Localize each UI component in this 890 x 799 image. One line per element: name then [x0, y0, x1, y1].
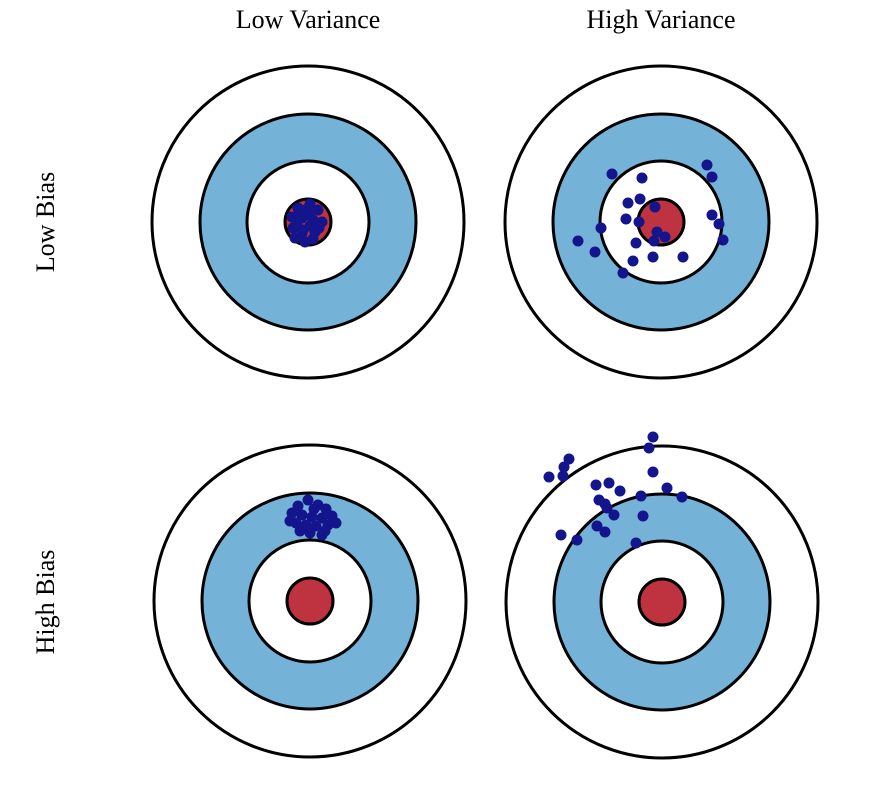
prediction-dot	[284, 515, 296, 527]
prediction-dot	[608, 509, 620, 521]
prediction-dot	[636, 172, 648, 184]
target-low-bias-low-variance	[150, 64, 466, 380]
prediction-dot	[302, 494, 314, 506]
prediction-dot	[603, 477, 615, 489]
prediction-dot	[620, 213, 632, 225]
prediction-dot	[558, 461, 570, 473]
prediction-dot	[555, 529, 567, 541]
prediction-dot	[649, 201, 661, 213]
target-panel-low-bias-low-variance	[138, 52, 478, 392]
prediction-dot	[606, 168, 618, 180]
prediction-dot	[622, 197, 634, 209]
prediction-dot	[312, 204, 324, 216]
prediction-dot	[677, 251, 689, 263]
prediction-dot	[304, 220, 316, 232]
prediction-dot	[301, 203, 313, 215]
prediction-dot	[330, 517, 342, 529]
prediction-dot	[571, 534, 583, 546]
prediction-dot	[647, 431, 659, 443]
prediction-dot	[614, 485, 626, 497]
bullseye	[637, 577, 687, 627]
prediction-dot	[701, 159, 713, 171]
prediction-dot	[590, 479, 602, 491]
prediction-dot	[676, 491, 688, 503]
prediction-dot	[319, 525, 331, 537]
prediction-dot	[706, 209, 718, 221]
prediction-dot	[313, 222, 325, 234]
prediction-dot	[599, 526, 611, 538]
prediction-dot	[635, 490, 647, 502]
prediction-dot	[648, 235, 660, 247]
prediction-dot	[627, 255, 639, 267]
target-panel-high-bias-low-variance	[140, 431, 480, 771]
target-high-bias-high-variance	[504, 431, 820, 760]
prediction-dot	[563, 453, 575, 465]
prediction-dot	[647, 466, 659, 478]
prediction-dot	[591, 520, 603, 532]
prediction-dot	[589, 246, 601, 258]
target-panel-low-bias-high-variance	[491, 52, 831, 392]
column-header-low-variance: Low Variance	[235, 5, 381, 34]
prediction-dot	[304, 527, 316, 539]
row-label-low-bias: Low Bias	[31, 171, 60, 273]
target-panel-high-bias-high-variance	[492, 431, 832, 772]
prediction-dot	[637, 510, 649, 522]
row-label-high-bias: High Bias	[31, 549, 60, 655]
prediction-dot	[291, 217, 303, 229]
prediction-dot	[630, 237, 642, 249]
prediction-dot	[294, 525, 306, 537]
column-header-high-variance: High Variance	[586, 5, 736, 34]
prediction-dot	[307, 233, 319, 245]
target-low-bias-high-variance	[503, 64, 819, 380]
prediction-dot	[717, 234, 729, 246]
prediction-dot	[706, 171, 718, 183]
prediction-dot	[296, 509, 308, 521]
prediction-dot	[617, 267, 629, 279]
prediction-dot	[647, 251, 659, 263]
prediction-dot	[661, 482, 673, 494]
prediction-dot	[643, 442, 655, 454]
prediction-dot	[557, 470, 569, 482]
prediction-dot	[634, 193, 646, 205]
prediction-dot	[601, 502, 613, 514]
prediction-dot	[630, 537, 642, 549]
prediction-dot	[572, 235, 584, 247]
bullseye	[285, 576, 335, 626]
prediction-dot	[659, 231, 671, 243]
prediction-dot	[543, 471, 555, 483]
target-high-bias-low-variance	[152, 443, 468, 759]
prediction-dot	[633, 216, 645, 228]
prediction-dot	[595, 222, 607, 234]
prediction-dot	[296, 228, 308, 240]
prediction-dot	[651, 226, 663, 238]
prediction-dot	[713, 218, 725, 230]
prediction-dot	[308, 503, 320, 515]
